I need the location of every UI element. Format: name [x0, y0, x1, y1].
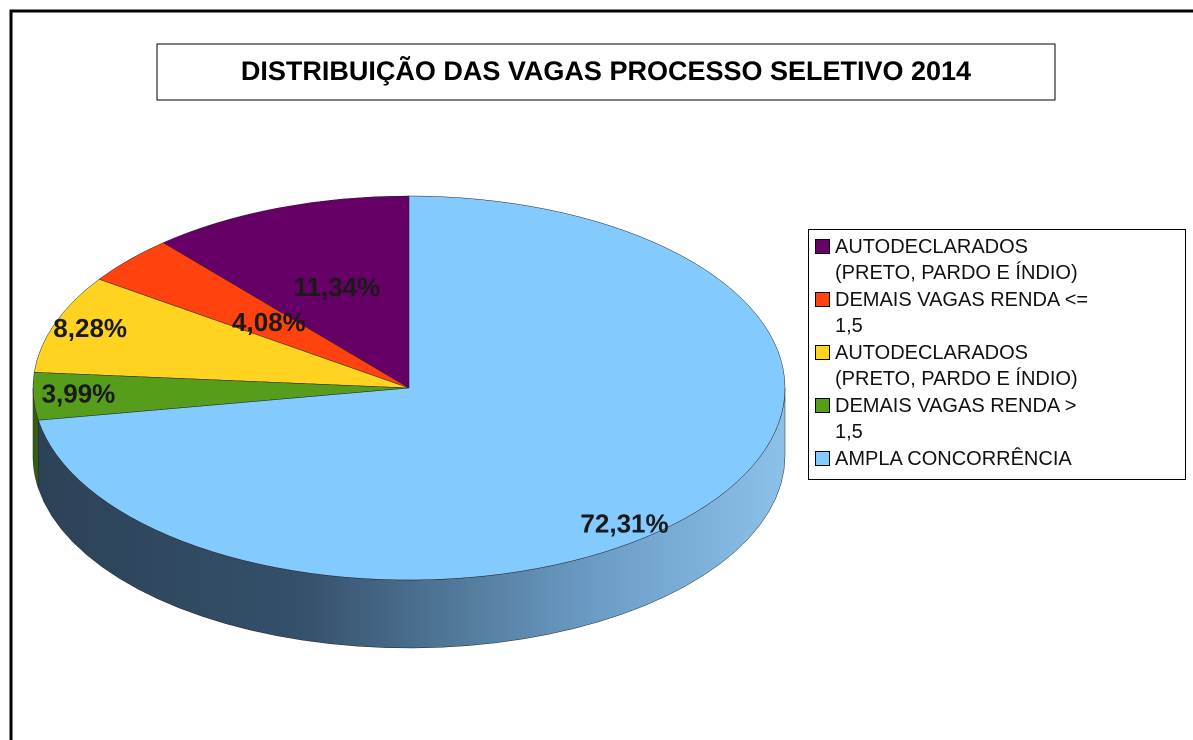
legend-item: AUTODECLARADOS (PRETO, PARDO E ÍNDIO) [815, 340, 1185, 392]
value-label: 3,99% [42, 378, 116, 408]
legend-swatch [815, 398, 830, 413]
legend-swatch [815, 345, 830, 360]
legend-swatch [815, 451, 830, 466]
chart-title: DISTRIBUIÇÃO DAS VAGAS PROCESSO SELETIVO… [241, 55, 971, 86]
legend-item: DEMAIS VAGAS RENDA <= 1,5 [815, 287, 1185, 339]
legend-label: AUTODECLARADOS (PRETO, PARDO E ÍNDIO) [835, 236, 1078, 284]
frame [9, 9, 1193, 740]
value-label: 11,34% [293, 272, 380, 302]
value-label: 8,28% [53, 313, 127, 343]
legend-item: AUTODECLARADOS (PRETO, PARDO E ÍNDIO) [815, 234, 1185, 286]
value-label: 72,31% [580, 509, 668, 539]
legend-label: DEMAIS VAGAS RENDA > 1,5 [835, 395, 1077, 443]
legend-label: DEMAIS VAGAS RENDA <= 1,5 [835, 289, 1089, 337]
legend-item: AMPLA CONCORRÊNCIA [815, 446, 1185, 472]
slice [38, 195, 786, 581]
legend-item: DEMAIS VAGAS RENDA > 1,5 [815, 393, 1185, 445]
title-box [156, 43, 1056, 101]
value-label: 4,08% [232, 307, 306, 337]
legend-swatch [815, 292, 830, 307]
slice [33, 279, 410, 389]
slice [162, 195, 410, 389]
legend-label: AMPLA CONCORRÊNCIA [835, 448, 1072, 470]
legend: AUTODECLARADOS (PRETO, PARDO E ÍNDIO) DEM… [808, 229, 1186, 480]
legend-label: AUTODECLARADOS (PRETO, PARDO E ÍNDIO) [835, 342, 1078, 390]
legend-swatch [815, 239, 830, 254]
